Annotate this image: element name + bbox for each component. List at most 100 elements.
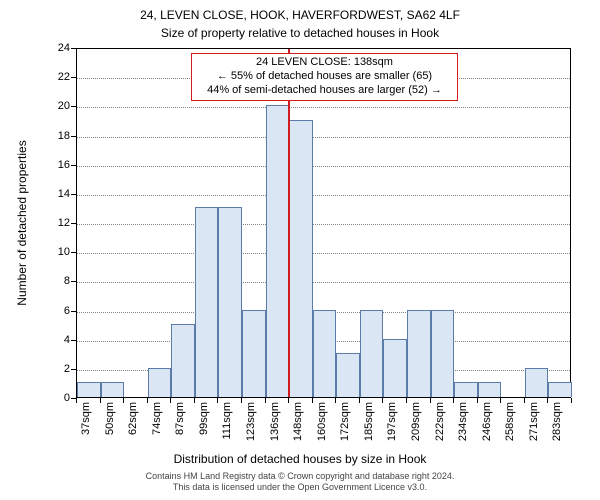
histogram-bar	[454, 382, 478, 397]
x-tick-label: 160sqm	[316, 402, 328, 446]
x-tick-mark	[123, 398, 124, 403]
x-tick-label: 209sqm	[410, 402, 422, 446]
x-tick-mark	[241, 398, 242, 403]
y-tick-label: 14	[48, 188, 70, 200]
x-tick-label: 136sqm	[269, 402, 281, 446]
gridline	[77, 253, 570, 255]
histogram-bar	[101, 382, 125, 397]
y-tick-label: 24	[48, 42, 70, 54]
x-tick-label: 246sqm	[481, 402, 493, 446]
chart-title: 24, LEVEN CLOSE, HOOK, HAVERFORDWEST, SA…	[0, 8, 600, 22]
x-tick-label: 148sqm	[292, 402, 304, 446]
reference-line	[288, 49, 290, 397]
y-tick-label: 8	[48, 275, 70, 287]
y-tick-mark	[71, 281, 76, 282]
histogram-bar	[171, 324, 195, 397]
histogram-bar	[360, 310, 384, 398]
x-tick-mark	[217, 398, 218, 403]
x-tick-mark	[524, 398, 525, 403]
figure: 24, LEVEN CLOSE, HOOK, HAVERFORDWEST, SA…	[0, 0, 600, 500]
x-tick-mark	[382, 398, 383, 403]
y-tick-mark	[71, 106, 76, 107]
y-tick-mark	[71, 223, 76, 224]
x-tick-label: 185sqm	[363, 402, 375, 446]
y-tick-label: 2	[48, 363, 70, 375]
x-tick-mark	[359, 398, 360, 403]
histogram-bar	[242, 310, 266, 398]
y-axis-label: Number of detached properties	[15, 140, 29, 305]
y-tick-mark	[71, 77, 76, 78]
x-tick-label: 74sqm	[151, 402, 163, 446]
x-tick-mark	[170, 398, 171, 403]
plot-area: 24 LEVEN CLOSE: 138sqm← 55% of detached …	[76, 48, 571, 398]
x-tick-label: 99sqm	[198, 402, 210, 446]
x-tick-label: 37sqm	[80, 402, 92, 446]
y-tick-mark	[71, 311, 76, 312]
x-tick-mark	[100, 398, 101, 403]
y-tick-mark	[71, 194, 76, 195]
x-axis-label: Distribution of detached houses by size …	[0, 452, 600, 466]
y-tick-label: 18	[48, 130, 70, 142]
x-tick-label: 283sqm	[551, 402, 563, 446]
y-tick-label: 6	[48, 305, 70, 317]
x-tick-label: 62sqm	[127, 402, 139, 446]
x-tick-mark	[430, 398, 431, 403]
histogram-bar	[525, 368, 549, 397]
x-tick-mark	[265, 398, 266, 403]
y-tick-mark	[71, 252, 76, 253]
gridline	[77, 282, 570, 284]
y-tick-mark	[71, 369, 76, 370]
x-tick-mark	[335, 398, 336, 403]
x-tick-label: 111sqm	[221, 402, 233, 446]
histogram-bar	[77, 382, 101, 397]
x-tick-mark	[500, 398, 501, 403]
x-tick-mark	[453, 398, 454, 403]
x-tick-mark	[312, 398, 313, 403]
x-tick-label: 50sqm	[104, 402, 116, 446]
attribution: Contains HM Land Registry data © Crown c…	[0, 471, 600, 494]
histogram-bar	[478, 382, 502, 397]
attribution-line-1: Contains HM Land Registry data © Crown c…	[0, 471, 600, 483]
histogram-bar	[548, 382, 572, 397]
y-tick-label: 0	[48, 392, 70, 404]
y-tick-mark	[71, 48, 76, 49]
attribution-line-2: This data is licensed under the Open Gov…	[0, 482, 600, 494]
histogram-bar	[218, 207, 242, 397]
annotation-box: 24 LEVEN CLOSE: 138sqm← 55% of detached …	[191, 53, 458, 100]
annotation-line: 24 LEVEN CLOSE: 138sqm	[196, 56, 453, 70]
x-tick-mark	[571, 398, 572, 403]
histogram-bar	[148, 368, 172, 397]
gridline	[77, 166, 570, 168]
x-tick-label: 172sqm	[339, 402, 351, 446]
x-tick-mark	[547, 398, 548, 403]
x-tick-label: 87sqm	[174, 402, 186, 446]
x-tick-mark	[288, 398, 289, 403]
histogram-bar	[336, 353, 360, 397]
x-tick-label: 234sqm	[457, 402, 469, 446]
x-tick-mark	[406, 398, 407, 403]
gridline	[77, 137, 570, 139]
histogram-bar	[407, 310, 431, 398]
histogram-bar	[266, 105, 290, 397]
chart-subtitle: Size of property relative to detached ho…	[0, 26, 600, 40]
y-tick-label: 12	[48, 217, 70, 229]
histogram-bar	[383, 339, 407, 397]
histogram-bar	[289, 120, 313, 397]
gridline	[77, 195, 570, 197]
x-tick-label: 197sqm	[386, 402, 398, 446]
y-tick-label: 16	[48, 159, 70, 171]
y-tick-mark	[71, 165, 76, 166]
x-tick-mark	[76, 398, 77, 403]
x-tick-label: 222sqm	[434, 402, 446, 446]
y-tick-label: 22	[48, 71, 70, 83]
histogram-bar	[313, 310, 337, 398]
histogram-bar	[431, 310, 455, 398]
annotation-line: ← 55% of detached houses are smaller (65…	[196, 70, 453, 84]
histogram-bar	[195, 207, 219, 397]
annotation-line: 44% of semi-detached houses are larger (…	[196, 84, 453, 98]
y-tick-label: 20	[48, 100, 70, 112]
gridline	[77, 224, 570, 226]
x-tick-label: 123sqm	[245, 402, 257, 446]
y-tick-label: 4	[48, 334, 70, 346]
y-tick-label: 10	[48, 246, 70, 258]
